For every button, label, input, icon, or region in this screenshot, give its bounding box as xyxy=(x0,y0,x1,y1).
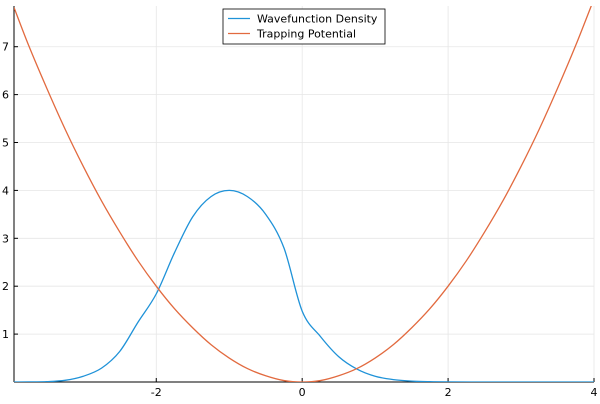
series-layer xyxy=(14,6,594,382)
series-line-2 xyxy=(14,6,592,382)
y-tick-label: 6 xyxy=(2,89,9,102)
y-tick-label: 1 xyxy=(2,328,9,341)
x-tick-label: 2 xyxy=(445,386,452,399)
legend-label: Wavefunction Density xyxy=(257,13,378,26)
x-tick-label: 0 xyxy=(299,386,306,399)
legend-box xyxy=(222,8,386,45)
y-tick-label: 3 xyxy=(2,232,9,245)
y-tick-label: 7 xyxy=(2,41,9,54)
x-tick-label: 4 xyxy=(591,386,598,399)
y-tick-label: 2 xyxy=(2,280,9,293)
grid-layer xyxy=(14,6,595,382)
y-tick-label: 5 xyxy=(2,137,9,150)
legend: Wavefunction Density Trapping Potential xyxy=(222,8,386,45)
y-tick-label: 4 xyxy=(2,184,9,197)
axis-layer: -2 0 2 4 1 2 3 4 5 6 7 xyxy=(2,6,598,399)
legend-label: Trapping Potential xyxy=(256,28,356,41)
series-line-1 xyxy=(14,189,594,382)
x-tick-label: -2 xyxy=(151,386,162,399)
